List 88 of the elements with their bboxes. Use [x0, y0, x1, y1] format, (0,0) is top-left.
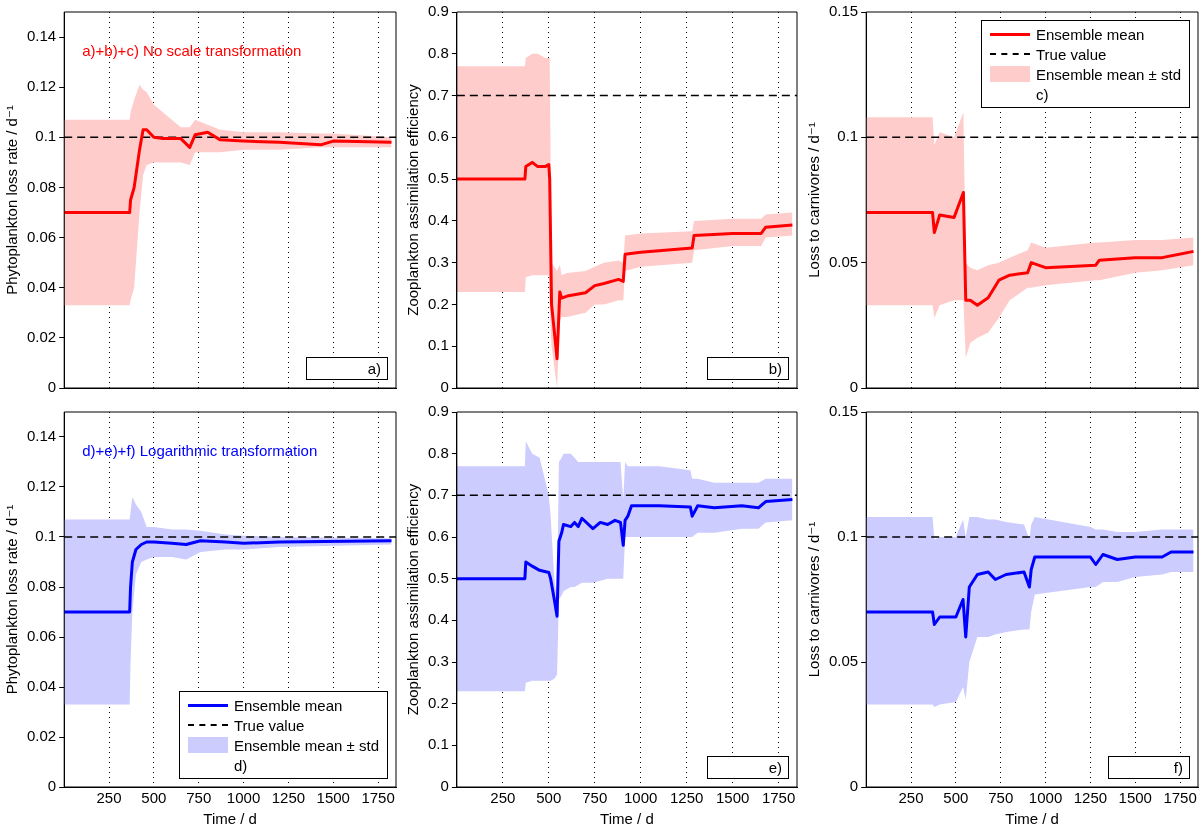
y-tick-label: 0.4 [427, 211, 449, 229]
y-tick-label: 0.1 [35, 527, 57, 545]
y-tick-label: 0.14 [26, 427, 57, 445]
y-tick-label: 0.5 [427, 169, 449, 187]
y-tick-label: 0.15 [828, 402, 859, 420]
x-tick-label: 1250 [271, 789, 306, 807]
y-axis-title: Loss to carnivores / d⁻¹ [805, 521, 823, 678]
y-axis-title: Phytoplankton loss rate / d⁻¹ [3, 504, 21, 695]
label-frame: b) [707, 357, 789, 380]
annotation: c) [1036, 85, 1049, 103]
y-tick-label: 0.02 [26, 727, 57, 745]
x-tick-label: 1500 [316, 789, 350, 807]
label-frame: e) [707, 756, 789, 779]
y-tick-label: 0.08 [26, 177, 57, 195]
x-axis-title: Time / d [1005, 810, 1059, 828]
x-tick-label: 500 [943, 789, 969, 807]
y-tick-label: 0.4 [427, 610, 449, 628]
x-tick-label: 750 [582, 789, 608, 807]
y-tick-label: 0 [47, 378, 57, 396]
x-tick-label: 750 [186, 789, 212, 807]
y-tick-label: 0.9 [427, 2, 449, 20]
y-tick-label: 0 [849, 777, 859, 795]
x-tick-label: 500 [536, 789, 562, 807]
y-tick-label: 0.06 [26, 227, 57, 245]
x-axis-title: Time / d [600, 810, 654, 828]
x-axis-title: Time / d [203, 810, 257, 828]
y-tick-label: 0.6 [427, 527, 449, 545]
x-tick-label: 1000 [624, 789, 658, 807]
y-tick-label: 0.7 [427, 485, 449, 503]
x-tick-label: 1500 [1118, 789, 1152, 807]
x-tick-label: 250 [96, 789, 122, 807]
y-tick-label: 0.04 [26, 277, 57, 295]
y-tick-label: 0.05 [828, 652, 859, 670]
y-tick-label: 0.06 [26, 627, 57, 645]
y-tick-label: 0.08 [26, 577, 57, 595]
y-tick-label: 0 [440, 378, 449, 396]
y-axis-title: Loss to carnivores / d⁻¹ [805, 122, 823, 278]
label-frame: f) [1108, 756, 1190, 779]
y-tick-label: 0.1 [837, 127, 859, 145]
x-tick-label: 250 [490, 789, 516, 807]
annotation: Ensemble mean ± std [1036, 65, 1181, 83]
y-tick-label: 0.02 [26, 328, 57, 346]
x-tick-label: 1750 [761, 789, 796, 807]
y-axis-title: Phytoplankton loss rate / d⁻¹ [3, 105, 21, 295]
y-tick-label: 0.6 [427, 127, 449, 145]
x-tick-label: 1750 [361, 789, 395, 807]
annotation: d) [234, 756, 248, 774]
y-tick-label: 0.12 [26, 77, 57, 95]
y-tick-label: 0.8 [427, 43, 449, 61]
x-tick-label: 1000 [226, 789, 261, 807]
x-tick-label: 1250 [1073, 789, 1108, 807]
y-tick-label: 0.1 [427, 336, 449, 354]
x-tick-label: 250 [898, 789, 924, 807]
legend-label: True value [234, 716, 305, 734]
annotation: Ensemble mean ± std [234, 736, 379, 754]
y-tick-label: 0.04 [26, 677, 57, 695]
y-tick-label: 0.05 [828, 252, 859, 270]
label-frame: a) [306, 357, 388, 380]
y-axis-title: Zooplankton assimilation efficiency [404, 83, 422, 316]
y-tick-label: 0.8 [427, 443, 449, 461]
y-tick-label: 0.14 [26, 27, 57, 45]
y-tick-label: 0.1 [35, 127, 57, 145]
text: a)+b)+c) No scale transformation [82, 42, 302, 60]
y-tick-label: 0 [47, 777, 57, 795]
x-tick-label: 1250 [669, 789, 704, 807]
legend-label: True value [1036, 45, 1107, 63]
y-tick-label: 0.2 [427, 294, 449, 312]
legend-label: Ensemble mean [234, 696, 343, 714]
y-tick-label: 0.15 [828, 2, 859, 20]
y-tick-label: 0.2 [427, 693, 449, 711]
y-tick-label: 0.5 [427, 568, 449, 586]
y-tick-label: 0.7 [427, 85, 449, 103]
x-tick-label: 500 [141, 789, 167, 807]
x-tick-label: 1750 [1163, 789, 1197, 807]
y-axis-title: Zooplankton assimilation efficiency [404, 483, 422, 716]
y-tick-label: 0.12 [26, 477, 57, 495]
y-tick-label: 0 [440, 777, 449, 795]
y-tick-label: 0 [849, 378, 859, 396]
text: d)+e)+f) Logarithmic transformation [82, 442, 318, 460]
y-tick-label: 0.1 [427, 735, 449, 753]
y-tick-label: 0.9 [427, 402, 449, 420]
x-tick-label: 1000 [1028, 789, 1063, 807]
y-tick-label: 0.1 [837, 527, 859, 545]
legend-label: Ensemble mean [1036, 25, 1145, 43]
y-tick-label: 0.3 [427, 652, 449, 670]
x-tick-label: 1500 [715, 789, 750, 807]
x-tick-label: 750 [988, 789, 1014, 807]
y-tick-label: 0.3 [427, 252, 449, 270]
